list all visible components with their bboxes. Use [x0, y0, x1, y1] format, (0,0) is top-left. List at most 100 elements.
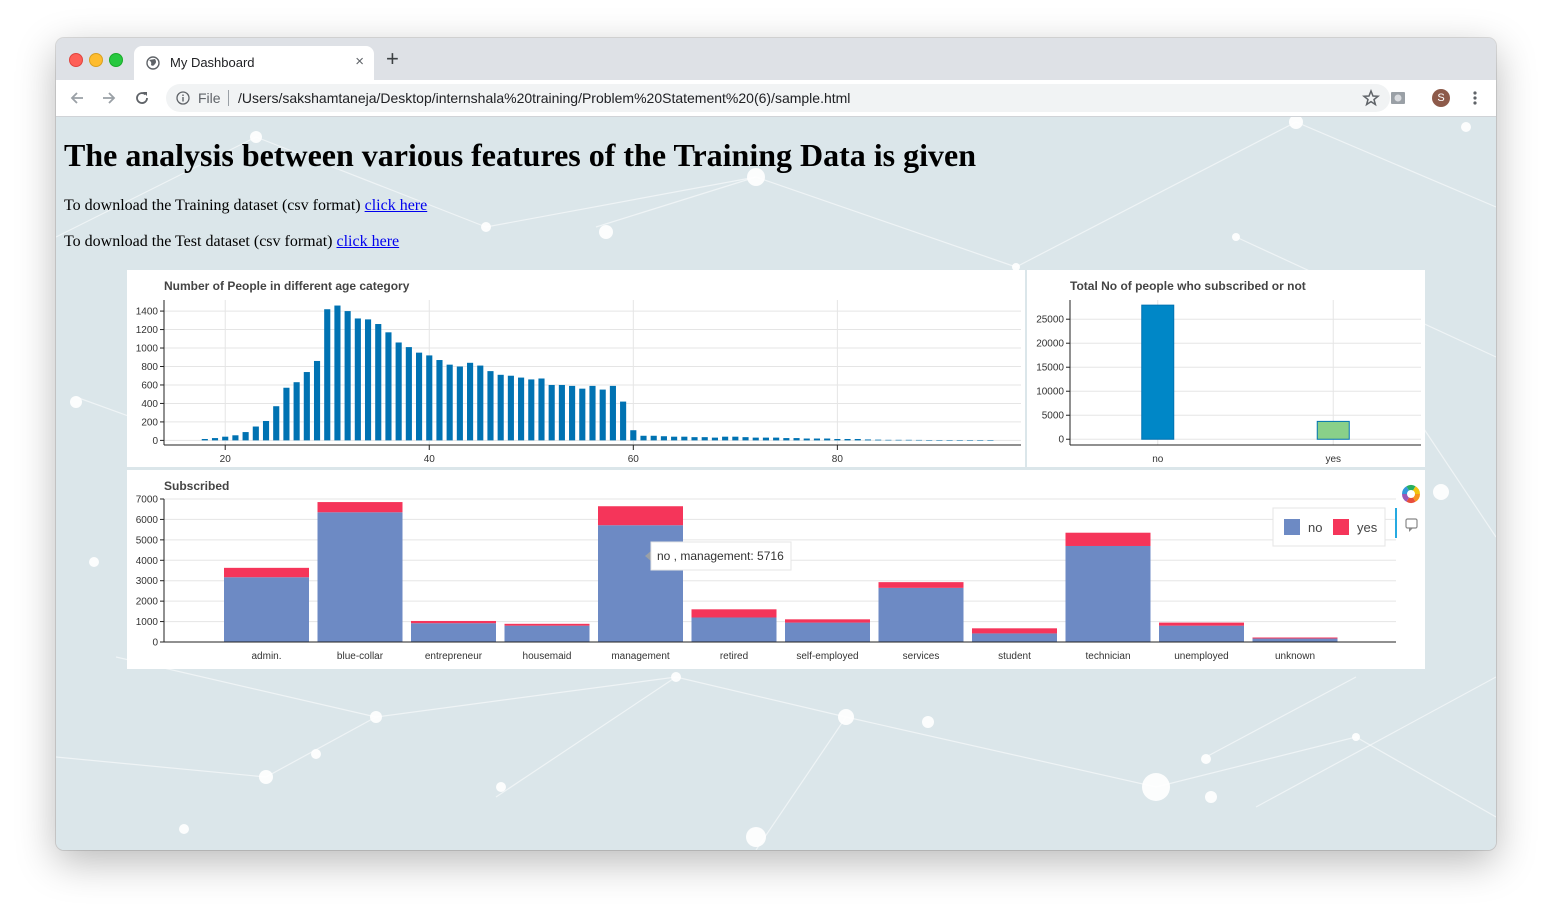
job-subscribed-plot: Subscribed 0 1000 2000 3000 4000 5000 6000 7000… [127, 470, 1425, 669]
age-bar [966, 440, 974, 441]
job-no-bar [1159, 625, 1244, 642]
age-bar [762, 437, 770, 441]
profile-avatar[interactable]: S [1432, 89, 1450, 107]
browser-tab[interactable]: My Dashboard × [134, 46, 374, 80]
age-bar [793, 438, 800, 441]
age-bar [711, 437, 718, 441]
train-download-link[interactable]: click here [364, 197, 428, 214]
age-bar [773, 437, 780, 441]
age-bar [273, 406, 280, 441]
job-y-tick-label: 4000 [136, 556, 159, 567]
job-y-tick-label: 1000 [136, 617, 159, 628]
url-text[interactable]: /Users/sakshamtaneja/Desktop/internshala… [238, 90, 851, 106]
age-bar [518, 377, 525, 441]
job-y-tick-label: 3000 [136, 576, 159, 587]
age-bar [885, 439, 892, 441]
job-y-tick-label: 6000 [136, 515, 159, 526]
bokeh-logo-icon [1406, 494, 1416, 503]
age-bar [477, 365, 484, 441]
address-bar[interactable]: File /Users/sakshamtaneja/Desktop/intern… [166, 84, 1390, 112]
job-yes-bar [1252, 637, 1338, 639]
job-no-bar [972, 633, 1057, 642]
job-x-tick-label: self-employed [796, 651, 858, 662]
age-bar [834, 438, 841, 441]
forward-arrow-icon[interactable] [100, 89, 118, 107]
age-bar [742, 437, 749, 441]
bookmark-star-icon[interactable] [1362, 89, 1380, 107]
job-y-tick-label: 5000 [136, 535, 159, 546]
active-tool-indicator [1395, 508, 1397, 538]
age-chart-svg: 0 200 400 600 800 1000 1200 1400 20 40 60 80 [136, 300, 1021, 465]
age-bar [650, 435, 657, 441]
age-bar [701, 437, 708, 441]
test-download-label: To download the Test dataset (csv format… [64, 233, 337, 250]
age-bar [385, 332, 392, 441]
age-bar [293, 382, 300, 441]
hover-tool-icon [1405, 518, 1418, 529]
bokeh-logo-icon [1406, 485, 1416, 494]
hover-tool-icon [1409, 528, 1413, 532]
subscribed-total-plot: Total No of people who subscribed or not… [1027, 270, 1425, 467]
age-y-tick-label: 0 [152, 436, 158, 447]
tooltip-pointer [645, 551, 651, 561]
age-y-tick-label: 1000 [136, 344, 159, 355]
job-no-bar [691, 617, 777, 642]
test-download-link[interactable]: click here [336, 233, 400, 250]
subscribed-total-svg: 0 5000 10000 15000 20000 25000 no yes [1036, 300, 1421, 465]
job-yes-bar [1159, 622, 1244, 626]
age-bar [436, 360, 443, 441]
job-y-tick-label: 0 [152, 638, 158, 649]
close-tab-icon[interactable]: × [355, 53, 364, 70]
tab-bar: My Dashboard × + [56, 38, 1496, 80]
age-bar [579, 388, 586, 441]
age-bar [538, 378, 545, 441]
job-yes-bar [317, 502, 403, 513]
job-yes-bar [878, 582, 964, 588]
age-bar [354, 318, 361, 441]
job-legend-swatch [1284, 519, 1300, 535]
maximize-window-button[interactable] [109, 53, 123, 67]
more-menu-icon[interactable] [1466, 89, 1484, 107]
age-histogram-plot: Number of People in different age catego… [127, 270, 1025, 467]
subscribed-x-tick-label: no [1152, 454, 1164, 465]
age-bar [589, 385, 596, 441]
job-legend-swatch [1333, 519, 1349, 535]
age-bar [548, 384, 555, 441]
age-bar [640, 435, 647, 441]
job-x-tick-label: management [611, 651, 670, 662]
age-x-tick-label: 40 [424, 454, 436, 465]
age-bar [926, 440, 933, 441]
job-no-bar [1065, 545, 1151, 642]
age-bar [558, 384, 565, 441]
job-x-tick-label: technician [1085, 651, 1130, 662]
job-no-bar [317, 512, 403, 642]
info-icon[interactable] [176, 91, 190, 105]
age-chart-title: Number of People in different age catego… [164, 279, 410, 293]
age-bar [487, 371, 494, 441]
age-bar [334, 305, 341, 441]
minimize-window-button[interactable] [89, 53, 103, 67]
job-x-tick-label: unemployed [1174, 651, 1228, 662]
job-yes-bar [411, 620, 496, 624]
job-y-tick-label: 7000 [136, 495, 159, 506]
subscribed-x-tick-label: yes [1325, 454, 1341, 465]
extension-icon[interactable] [1389, 89, 1407, 107]
job-x-tick-label: blue-collar [337, 651, 384, 662]
age-bar [415, 352, 423, 441]
subscribed-y-tick-label: 5000 [1042, 411, 1065, 422]
age-bar [864, 439, 872, 441]
train-download-label: To download the Training dataset (csv fo… [64, 197, 365, 214]
close-window-button[interactable] [69, 53, 83, 67]
age-bar [609, 385, 616, 441]
age-bar [395, 342, 402, 441]
new-tab-button[interactable]: + [386, 46, 399, 71]
subscribed-y-tick-label: 25000 [1036, 315, 1064, 326]
job-no-bar [1252, 638, 1338, 642]
tooltip-box [650, 541, 792, 571]
back-arrow-icon[interactable] [68, 89, 86, 107]
job-no-bar [878, 587, 964, 642]
age-bar [752, 437, 759, 441]
job-x-tick-label: admin. [251, 651, 281, 662]
plot-toolbar[interactable] [1395, 485, 1420, 538]
reload-icon[interactable] [133, 89, 151, 107]
